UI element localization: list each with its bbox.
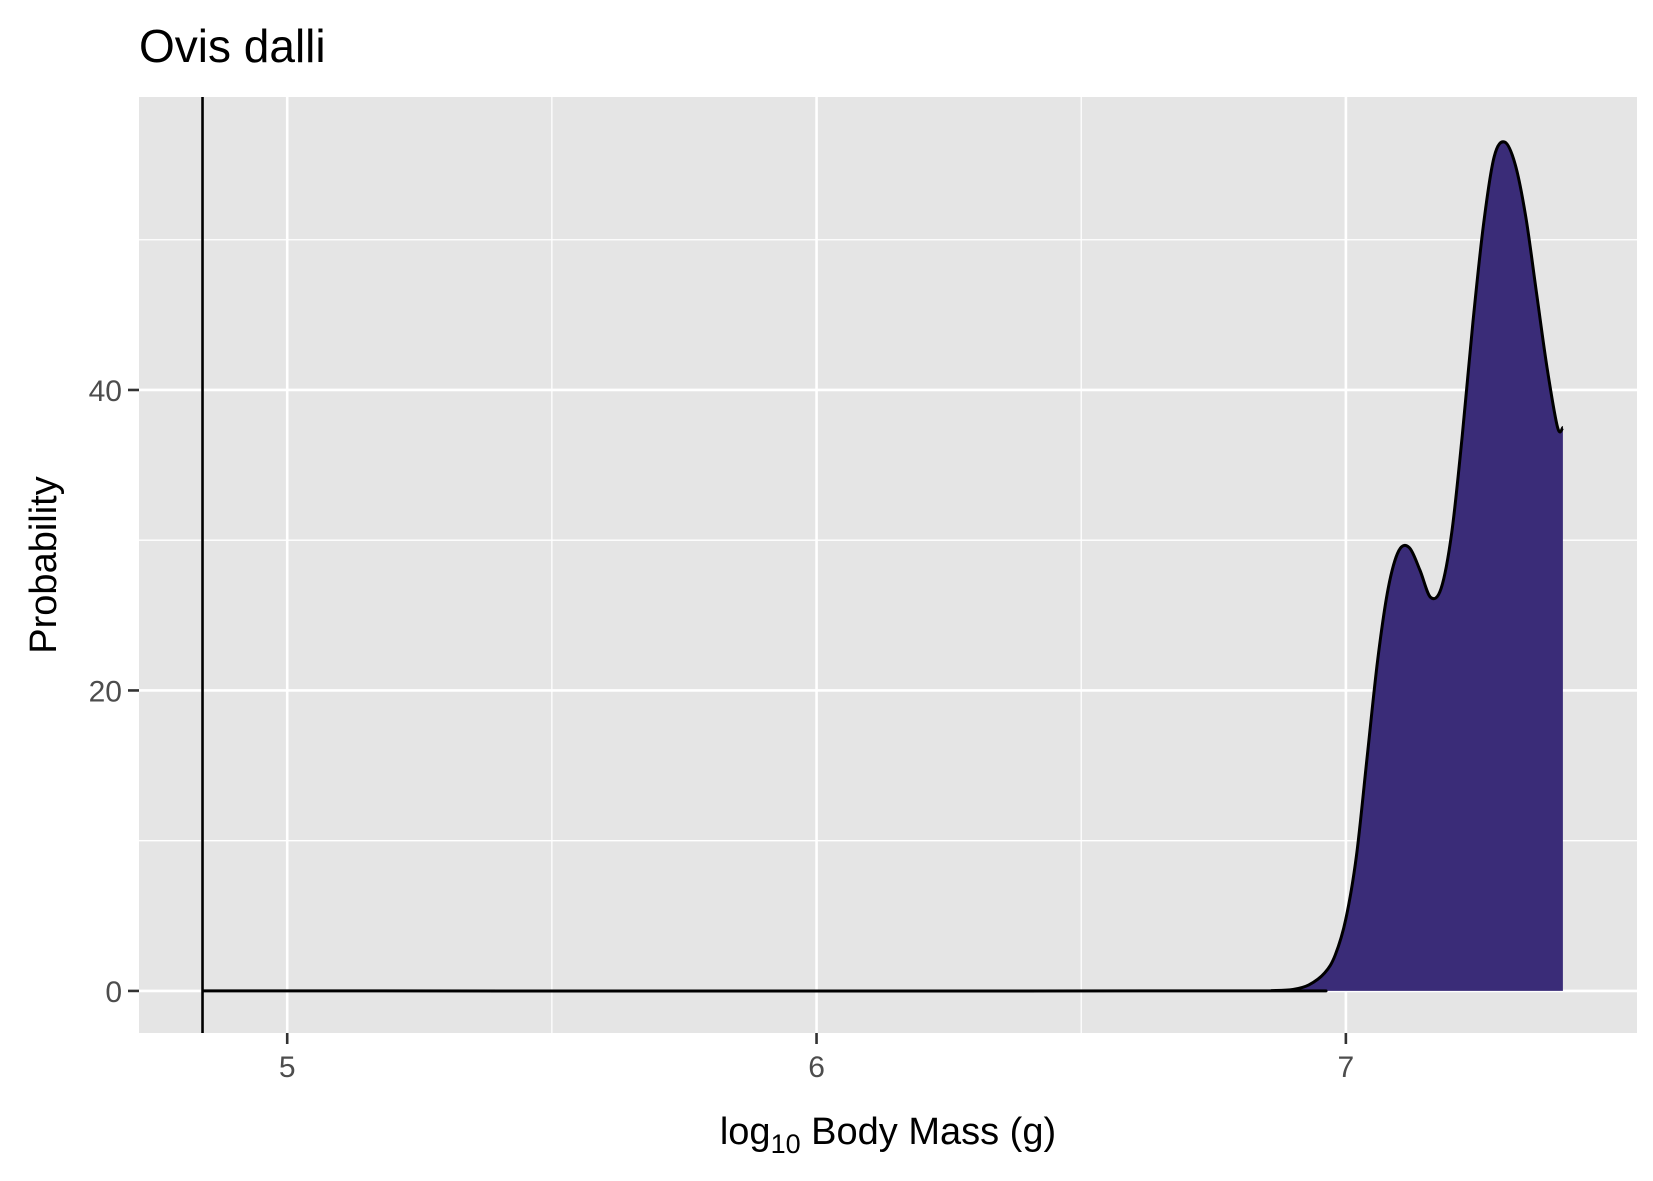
x-axis-title-subscript: 10: [771, 1129, 801, 1159]
density-fill: [202, 141, 1563, 991]
x-tick-label: 5: [279, 1051, 296, 1084]
x-axis: 5 6 7: [279, 1033, 1354, 1084]
x-tick-label: 7: [1338, 1051, 1355, 1084]
density-layer: [201, 97, 1565, 1033]
chart-title: Ovis dalli: [139, 20, 326, 72]
y-axis-title: Probability: [23, 476, 65, 653]
y-axis: 0 20 40: [89, 375, 139, 1009]
y-tick-label: 0: [105, 976, 122, 1009]
density-line: [202, 140, 1565, 993]
y-tick-label: 20: [89, 675, 122, 708]
x-tick-label: 6: [808, 1051, 825, 1084]
x-axis-title: log10 Body Mass (g): [720, 1111, 1056, 1159]
y-tick-label: 40: [89, 375, 122, 408]
